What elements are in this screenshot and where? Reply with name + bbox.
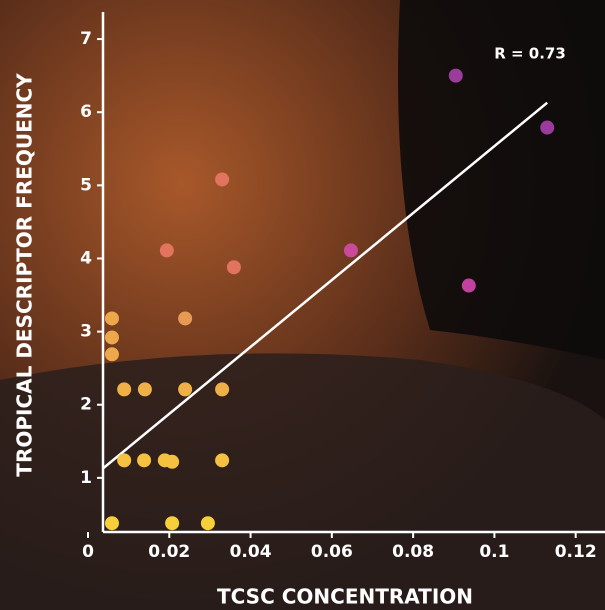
point bbox=[215, 382, 229, 396]
y-tick-label: 1 bbox=[80, 468, 92, 488]
page: TCSC CONCENTRATION TROPICAL DESCRIPTOR F… bbox=[0, 0, 605, 610]
point bbox=[160, 243, 174, 257]
point bbox=[105, 347, 119, 361]
point bbox=[178, 382, 192, 396]
point bbox=[165, 455, 179, 469]
point bbox=[137, 453, 151, 467]
point bbox=[344, 243, 358, 257]
point bbox=[462, 279, 476, 293]
chart: TCSC CONCENTRATION TROPICAL DESCRIPTOR F… bbox=[0, 0, 605, 610]
y-tick-label: 4 bbox=[80, 248, 92, 268]
x-tick-label: 0.1 bbox=[479, 542, 509, 562]
y-tick-label: 7 bbox=[80, 29, 92, 49]
y-tick-label: 5 bbox=[80, 175, 92, 195]
x-tick-label: 0.02 bbox=[148, 542, 190, 562]
x-tick-label: 0.08 bbox=[392, 542, 434, 562]
point bbox=[138, 382, 152, 396]
x-tick-label: 0.12 bbox=[555, 542, 597, 562]
point bbox=[201, 516, 215, 530]
x-tick-label: 0.06 bbox=[311, 542, 353, 562]
point bbox=[117, 453, 131, 467]
point bbox=[165, 516, 179, 530]
point bbox=[117, 382, 131, 396]
point bbox=[178, 311, 192, 325]
point bbox=[105, 311, 119, 325]
annotation: R = 0.73 bbox=[494, 45, 566, 63]
point bbox=[215, 453, 229, 467]
point bbox=[227, 260, 241, 274]
point bbox=[215, 172, 229, 186]
point bbox=[105, 330, 119, 344]
point bbox=[540, 121, 554, 135]
y-tick-label: 6 bbox=[80, 102, 92, 122]
point bbox=[449, 69, 463, 83]
y-tick-label: 2 bbox=[80, 395, 92, 415]
x-axis-label: TCSC CONCENTRATION bbox=[217, 585, 473, 609]
y-axis-label: TROPICAL DESCRIPTOR FREQUENCY bbox=[13, 73, 37, 477]
x-tick-label: 0.04 bbox=[230, 542, 272, 562]
point bbox=[105, 516, 119, 530]
y-tick-label: 3 bbox=[80, 322, 92, 342]
x-tick-label: 0 bbox=[82, 542, 94, 562]
